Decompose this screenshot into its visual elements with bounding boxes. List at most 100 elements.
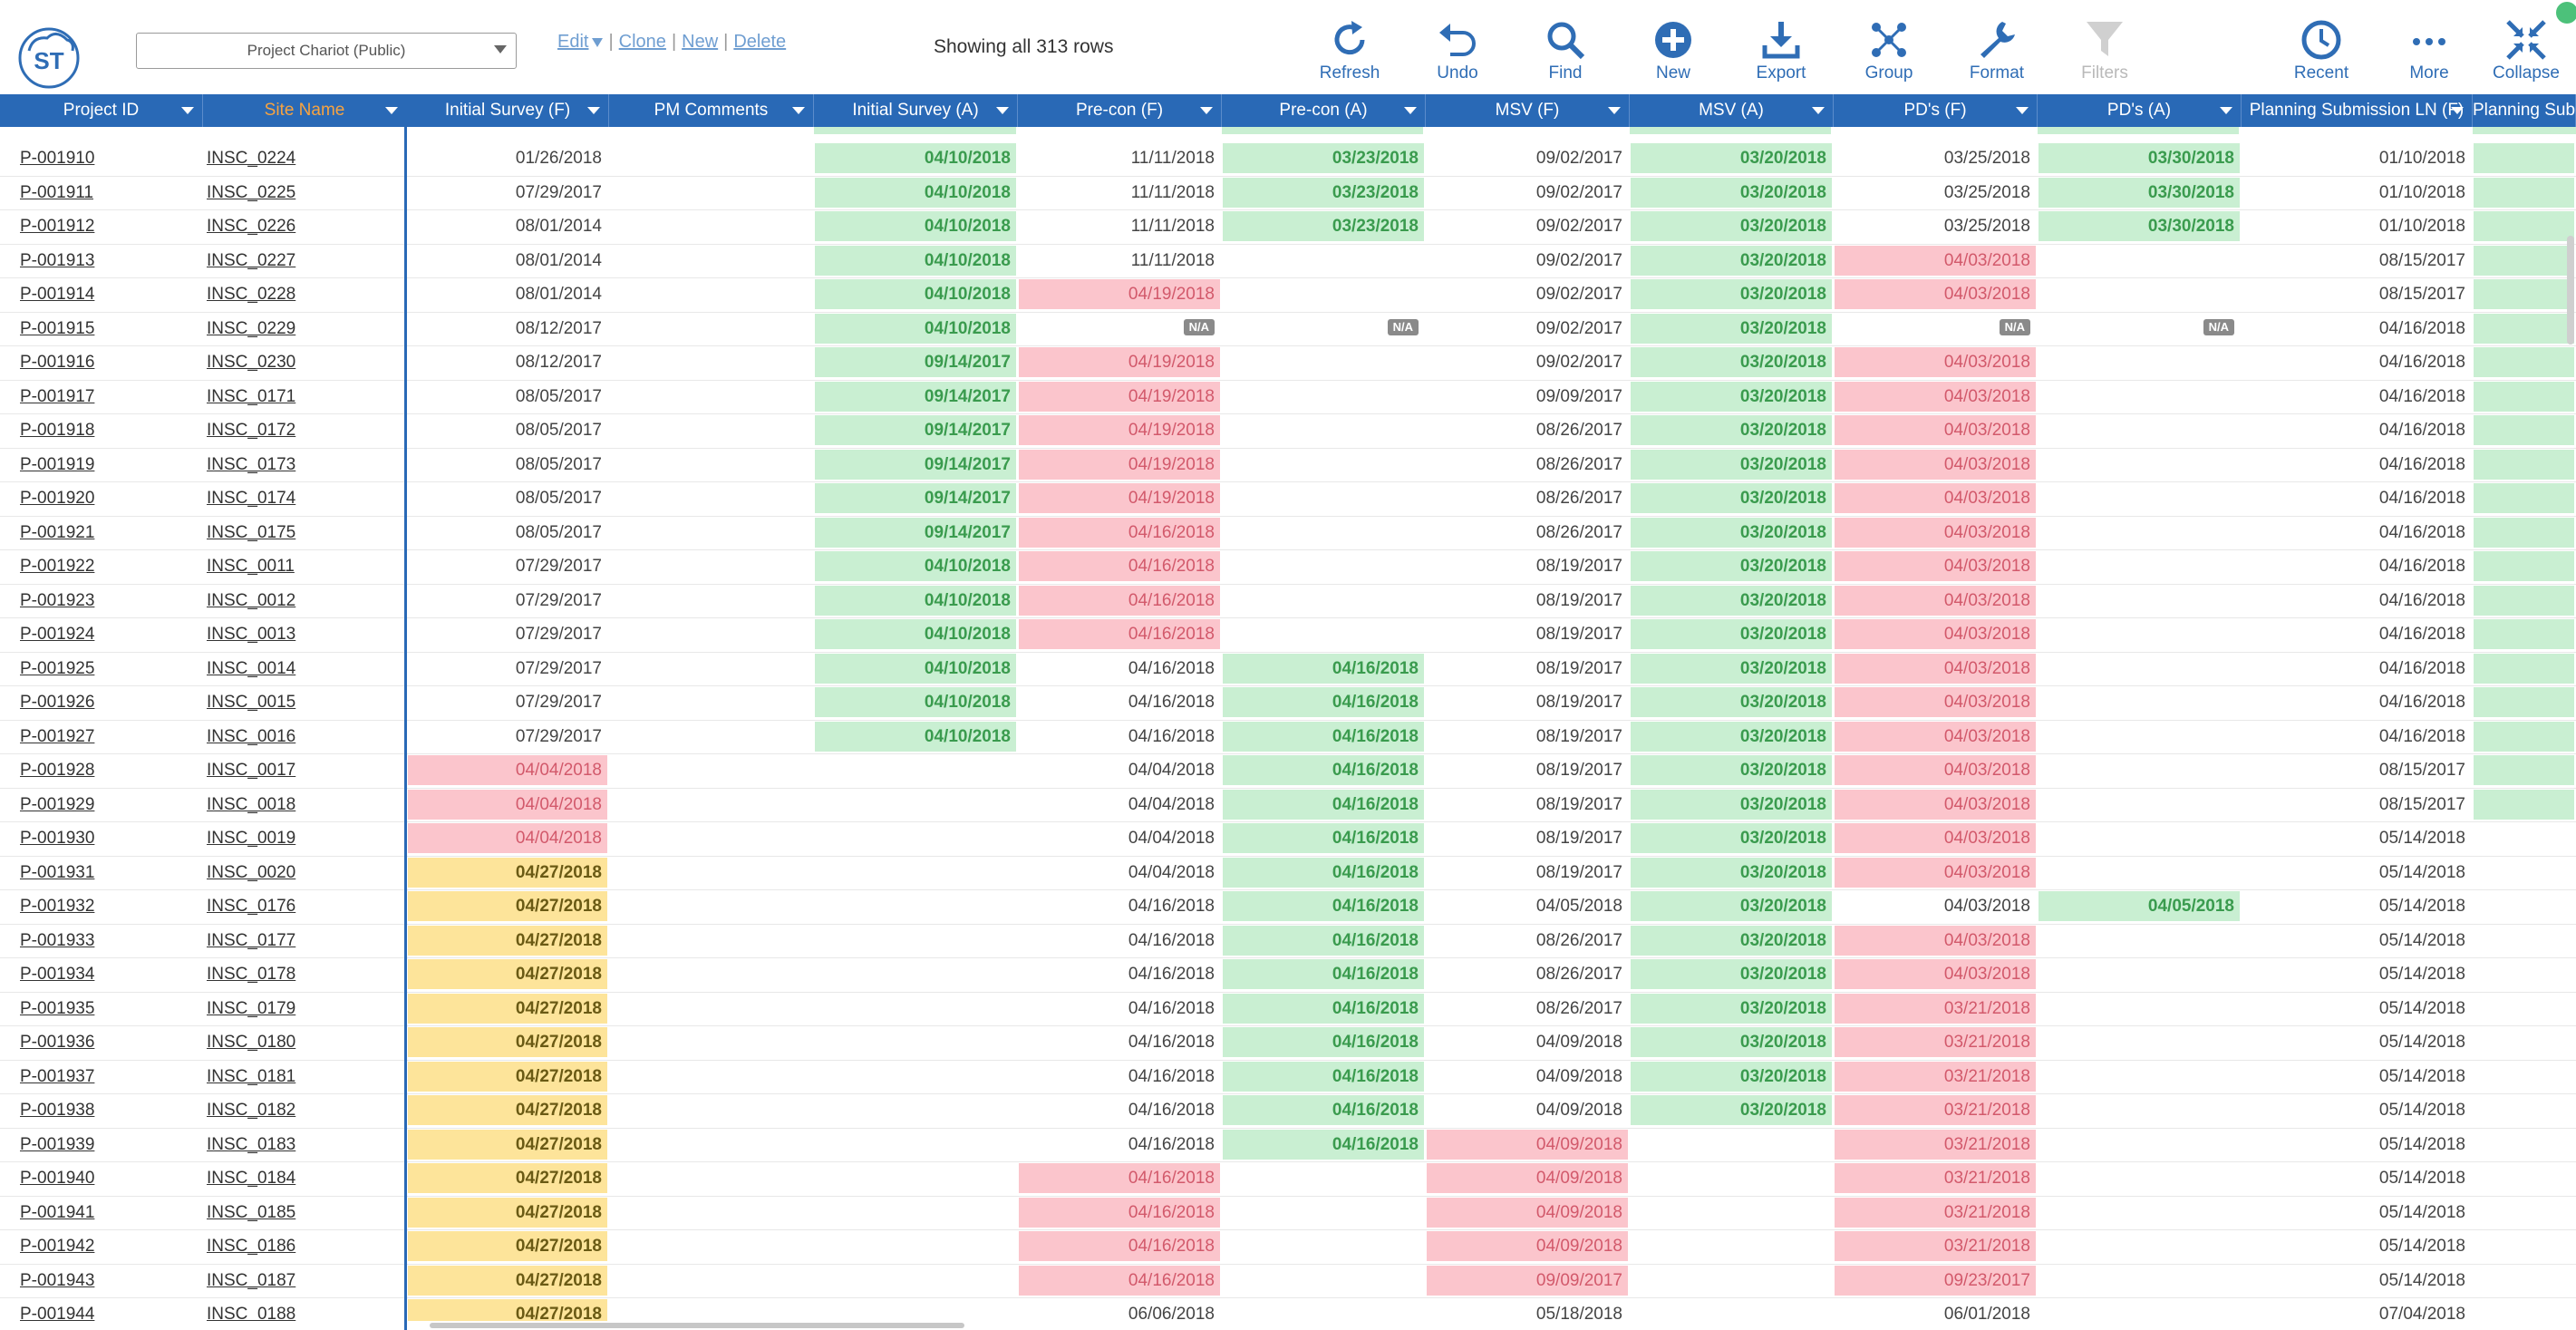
pds-a-cell[interactable]: [2039, 1163, 2240, 1193]
msv-a-cell[interactable]: 03/20/2018: [1631, 687, 1832, 717]
site-name-link[interactable]: INSC_0177: [207, 930, 296, 950]
column-header-pm-comments[interactable]: PM Comments: [609, 94, 814, 127]
pre-con-f-cell[interactable]: 11/11/2018: [1130, 250, 1215, 270]
new-button[interactable]: New: [1623, 18, 1723, 83]
initial-survey-f-cell[interactable]: 07/29/2017: [515, 693, 602, 712]
msv-f-cell[interactable]: 04/05/2018: [1535, 897, 1622, 916]
planning-submission-ln-f-cell[interactable]: 05/14/2018: [2378, 829, 2465, 848]
msv-f-cell[interactable]: 08/19/2017: [1535, 590, 1622, 610]
initial-survey-f-cell[interactable]: 08/01/2014: [515, 217, 602, 236]
pds-f-cell[interactable]: 04/03/2018: [1835, 551, 2036, 581]
planning-sub-cell[interactable]: [2474, 789, 2574, 820]
planning-submission-ln-f-cell[interactable]: 01/10/2018: [2378, 149, 2465, 168]
pre-con-a-cell[interactable]: [1223, 347, 1424, 377]
site-name-link[interactable]: INSC_0225: [207, 182, 296, 202]
project-id-link[interactable]: P-001934: [20, 965, 95, 984]
planning-sub-cell[interactable]: [2474, 1231, 2574, 1261]
pre-con-f-cell[interactable]: 04/16/2018: [1128, 658, 1215, 678]
planning-submission-ln-f-cell[interactable]: 04/16/2018: [2378, 557, 2465, 576]
initial-survey-a-cell[interactable]: [815, 1163, 1016, 1193]
site-name-link[interactable]: INSC_0178: [207, 965, 296, 984]
pds-f-cell[interactable]: 04/03/2018: [1835, 483, 2036, 513]
column-menu-icon[interactable]: [1608, 107, 1621, 114]
msv-a-cell[interactable]: [1631, 1163, 1832, 1193]
initial-survey-a-cell[interactable]: 09/14/2017: [815, 449, 1016, 480]
site-name-link[interactable]: INSC_0228: [207, 285, 296, 304]
pre-con-f-cell[interactable]: 04/19/2018: [1019, 415, 1220, 445]
pds-a-cell[interactable]: [2039, 722, 2240, 752]
pds-a-cell[interactable]: [2039, 994, 2240, 1024]
planning-sub-cell[interactable]: [2474, 517, 2574, 548]
pm-comments-cell[interactable]: [610, 1062, 812, 1092]
site-name-link[interactable]: INSC_0175: [207, 522, 296, 542]
delete-link[interactable]: Delete: [733, 32, 787, 52]
pm-comments-cell[interactable]: [610, 926, 812, 956]
msv-a-cell[interactable]: 03/20/2018: [1631, 449, 1832, 480]
initial-survey-f-cell[interactable]: 04/27/2018: [408, 925, 607, 956]
column-menu-icon[interactable]: [2451, 107, 2464, 114]
project-id-link[interactable]: P-001935: [20, 998, 95, 1018]
new-link[interactable]: New: [682, 32, 719, 52]
column-menu-icon[interactable]: [587, 107, 600, 114]
msv-a-cell[interactable]: 03/20/2018: [1631, 585, 1832, 616]
initial-survey-f-cell[interactable]: 08/01/2014: [515, 250, 602, 270]
planning-submission-ln-f-cell[interactable]: 05/14/2018: [2378, 965, 2465, 984]
pds-a-cell[interactable]: [2039, 654, 2240, 684]
msv-f-cell[interactable]: 08/26/2017: [1535, 421, 1622, 440]
column-header-msv-a[interactable]: MSV (A): [1630, 94, 1834, 127]
pre-con-a-cell[interactable]: 04/16/2018: [1223, 1095, 1424, 1125]
pre-con-f-cell[interactable]: 04/16/2018: [1019, 517, 1220, 548]
pre-con-f-cell[interactable]: 04/19/2018: [1019, 483, 1220, 513]
planning-submission-ln-f-cell[interactable]: 04/16/2018: [2378, 726, 2465, 746]
planning-sub-cell[interactable]: [2474, 1299, 2574, 1321]
planning-sub-cell[interactable]: [2474, 347, 2574, 377]
site-name-link[interactable]: INSC_0185: [207, 1202, 296, 1222]
msv-a-cell[interactable]: 03/20/2018: [1631, 857, 1832, 888]
msv-f-cell[interactable]: 04/09/2018: [1535, 1101, 1622, 1120]
pm-comments-cell[interactable]: [610, 994, 812, 1024]
pre-con-f-cell[interactable]: 04/16/2018: [1019, 1265, 1220, 1296]
pre-con-a-cell[interactable]: [1223, 1299, 1424, 1321]
pds-a-cell[interactable]: [2039, 1299, 2240, 1321]
pds-f-cell[interactable]: 04/03/2018: [1835, 279, 2036, 309]
msv-a-cell[interactable]: 03/20/2018: [1631, 313, 1832, 344]
pre-con-f-cell[interactable]: 04/16/2018: [1128, 965, 1215, 984]
pre-con-f-cell[interactable]: 11/11/2018: [1130, 182, 1215, 202]
planning-submission-ln-f-cell[interactable]: 04/16/2018: [2378, 421, 2465, 440]
site-name-link[interactable]: INSC_0014: [207, 658, 296, 678]
msv-f-cell[interactable]: 08/26/2017: [1535, 998, 1622, 1018]
pre-con-f-cell[interactable]: 04/19/2018: [1019, 279, 1220, 309]
pds-f-cell[interactable]: 03/21/2018: [1835, 1163, 2036, 1193]
initial-survey-f-cell[interactable]: 04/04/2018: [408, 755, 607, 785]
msv-f-cell[interactable]: 04/09/2018: [1427, 1231, 1628, 1261]
msv-f-cell[interactable]: 09/02/2017: [1535, 182, 1622, 202]
pre-con-f-cell[interactable]: 04/16/2018: [1128, 726, 1215, 746]
planning-sub-cell[interactable]: [2474, 858, 2574, 888]
initial-survey-a-cell[interactable]: 04/10/2018: [815, 687, 1016, 717]
pm-comments-cell[interactable]: [610, 211, 812, 241]
pm-comments-cell[interactable]: [610, 687, 812, 717]
msv-f-cell[interactable]: 08/26/2017: [1535, 454, 1622, 474]
column-header-msv-f[interactable]: MSV (F): [1426, 94, 1630, 127]
msv-f-cell[interactable]: 08/19/2017: [1535, 658, 1622, 678]
pds-a-cell[interactable]: [2039, 790, 2240, 820]
initial-survey-a-cell[interactable]: 04/10/2018: [815, 551, 1016, 581]
project-id-link[interactable]: P-001921: [20, 522, 95, 542]
pre-con-f-cell[interactable]: 04/04/2018: [1128, 862, 1215, 882]
planning-submission-ln-f-cell[interactable]: 04/16/2018: [2378, 318, 2465, 338]
pds-a-cell[interactable]: [2039, 1027, 2240, 1057]
pm-comments-cell[interactable]: [610, 858, 812, 888]
initial-survey-f-cell[interactable]: 04/27/2018: [408, 993, 607, 1024]
pds-f-cell[interactable]: 04/03/2018: [1835, 687, 2036, 717]
pre-con-f-cell[interactable]: 04/16/2018: [1128, 1066, 1215, 1086]
project-id-link[interactable]: P-001916: [20, 353, 95, 372]
pre-con-a-cell[interactable]: [1223, 483, 1424, 513]
planning-sub-cell[interactable]: [2474, 755, 2574, 785]
initial-survey-a-cell[interactable]: [815, 959, 1016, 989]
pds-f-cell[interactable]: 03/21/2018: [1835, 1129, 2036, 1160]
msv-f-cell[interactable]: 08/26/2017: [1535, 489, 1622, 508]
msv-f-cell[interactable]: 08/19/2017: [1535, 761, 1622, 780]
planning-sub-cell[interactable]: [2474, 177, 2574, 208]
planning-sub-cell[interactable]: [2474, 211, 2574, 241]
refresh-button[interactable]: Refresh: [1300, 18, 1399, 83]
